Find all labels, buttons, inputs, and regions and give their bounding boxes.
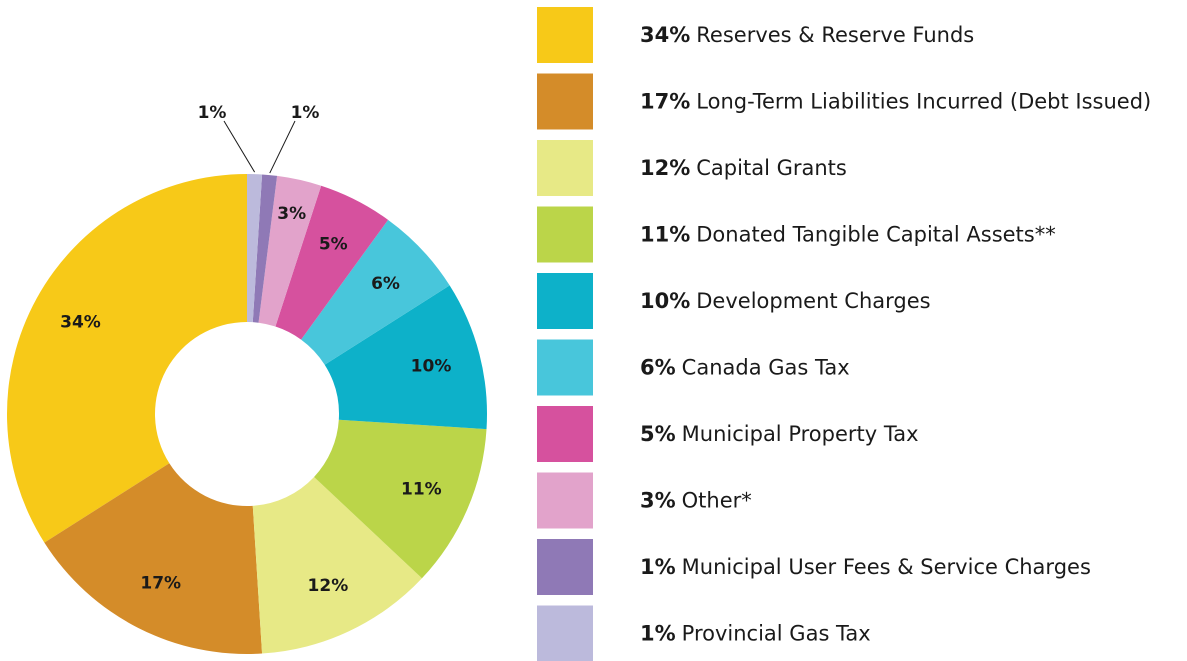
leader-line bbox=[223, 120, 256, 173]
legend-label: Long-Term Liabilities Incurred (Debt Iss… bbox=[696, 90, 1151, 114]
legend-label: Reserves & Reserve Funds bbox=[696, 23, 974, 47]
legend-percent: 34% bbox=[640, 23, 690, 47]
legend-percent: 17% bbox=[640, 90, 690, 114]
legend-entry: 10% Development Charges bbox=[640, 289, 931, 313]
legend-label: Other* bbox=[682, 489, 752, 513]
legend-percent: 12% bbox=[640, 156, 690, 180]
legend-entry: 1% Provincial Gas Tax bbox=[640, 622, 871, 646]
data-label: 10% bbox=[411, 357, 452, 377]
donut-slice bbox=[275, 185, 389, 340]
donut-slice bbox=[252, 476, 422, 654]
legend-entry: 17% Long-Term Liabilities Incurred (Debt … bbox=[640, 90, 1151, 114]
legend-entry: 12% Capital Grants bbox=[640, 156, 847, 180]
legend-swatch bbox=[537, 206, 593, 263]
donut-slice bbox=[252, 174, 278, 323]
data-label: 34% bbox=[60, 312, 101, 332]
legend-swatch bbox=[537, 140, 593, 196]
data-label: 1% bbox=[198, 103, 227, 123]
donut-slice bbox=[314, 419, 487, 579]
legend-percent: 1% bbox=[640, 555, 676, 579]
data-label: 6% bbox=[371, 274, 400, 294]
legend-entry: 34% Reserves & Reserve Funds bbox=[640, 23, 974, 47]
data-label: 17% bbox=[140, 573, 181, 593]
legend-swatch bbox=[537, 605, 593, 661]
legend-swatch bbox=[537, 339, 593, 396]
leader-line bbox=[269, 120, 296, 174]
donut-slice bbox=[324, 285, 488, 430]
legend-label: Municipal User Fees & Service Charges bbox=[682, 555, 1091, 579]
legend-label: Municipal Property Tax bbox=[682, 422, 919, 446]
legend-swatch bbox=[537, 273, 593, 329]
legend-label: Development Charges bbox=[696, 289, 930, 313]
data-label: 5% bbox=[319, 235, 348, 255]
legend-label: Capital Grants bbox=[696, 156, 847, 180]
legend-swatch bbox=[537, 73, 593, 130]
legend-entry: 6% Canada Gas Tax bbox=[640, 356, 850, 380]
legend-percent: 5% bbox=[640, 422, 676, 446]
legend-percent: 3% bbox=[640, 489, 676, 513]
data-label: 11% bbox=[401, 479, 442, 499]
donut-slice bbox=[301, 219, 450, 365]
legend-label: Canada Gas Tax bbox=[682, 356, 850, 380]
donut-slice bbox=[44, 463, 263, 654]
legend-entry: 5% Municipal Property Tax bbox=[640, 422, 919, 446]
legend-percent: 11% bbox=[640, 223, 690, 247]
donut-slice bbox=[6, 174, 247, 543]
legend-percent: 10% bbox=[640, 289, 690, 313]
legend-label: Donated Tangible Capital Assets** bbox=[696, 223, 1055, 247]
legend-swatch bbox=[537, 7, 593, 63]
legend-percent: 6% bbox=[640, 356, 676, 380]
donut-slice bbox=[258, 175, 322, 327]
legend-percent: 1% bbox=[640, 622, 676, 646]
legend-swatch bbox=[537, 539, 593, 595]
data-label: 1% bbox=[291, 103, 320, 123]
legend-swatch bbox=[537, 406, 593, 462]
donut-slice bbox=[247, 174, 263, 323]
legend-swatch bbox=[537, 472, 593, 529]
data-label: 12% bbox=[308, 576, 349, 596]
legend-entry: 11% Donated Tangible Capital Assets** bbox=[640, 223, 1056, 247]
legend-entry: 1% Municipal User Fees & Service Charges bbox=[640, 555, 1091, 579]
data-label: 3% bbox=[277, 204, 306, 224]
legend-entry: 3% Other* bbox=[640, 489, 752, 513]
legend-label: Provincial Gas Tax bbox=[682, 622, 871, 646]
